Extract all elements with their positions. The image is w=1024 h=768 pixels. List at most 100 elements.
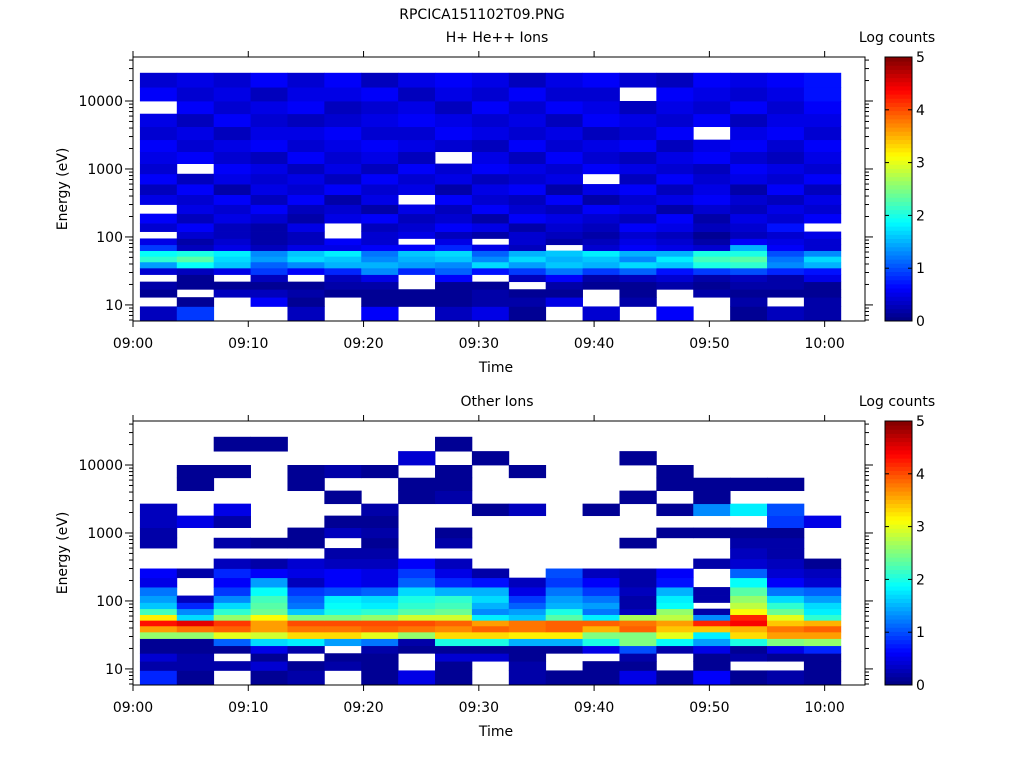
heatmap-cell [213,436,251,452]
heatmap-cell [545,126,583,141]
colorbar: 0 1 2 3 4 5 Log counts [859,30,935,330]
heatmap-cell [730,568,768,579]
heatmap-cell [176,661,215,671]
heatmap-cell [176,173,215,185]
heatmap-cell [767,306,805,322]
heatmap-cell [656,274,694,283]
heatmap-cell [250,587,288,596]
heatmap-cell [324,620,362,627]
heatmap-cell [619,645,657,654]
heatmap-cell [176,101,215,115]
heatmap-cell [471,244,510,251]
heatmap-cell [324,548,362,559]
heatmap-cell [250,289,288,298]
heatmap-cell [767,231,805,239]
heatmap-cell [398,113,436,128]
heatmap-cell [250,267,288,275]
colorbar-swatch [885,619,912,624]
heatmap-cell [361,587,399,596]
heatmap-cell [287,184,325,195]
heatmap-cell [582,614,620,621]
heatmap-cell [213,503,251,517]
colorbar-swatch [885,454,912,459]
heatmap-cell [693,244,731,251]
colorbar-swatch [885,283,912,289]
heatmap-cell [582,139,620,153]
colorbar-swatch [885,458,912,463]
heatmap-cell [213,151,251,164]
colorbar-swatch [885,238,912,244]
heatmap-cell [471,204,510,215]
heatmap-cell [213,87,251,102]
heatmap-cell [250,595,288,603]
heatmap-cell [508,72,547,88]
heatmap-cell [471,451,510,466]
heatmap-cell [213,163,251,175]
heatmap-cell [176,638,215,647]
heatmap-cells [139,72,842,322]
colorbar-swatch [885,586,912,591]
heatmap-cell [287,281,325,290]
heatmap-cell [656,87,694,102]
heatmap-cell [435,267,473,275]
heatmap-cell [287,587,325,596]
heatmap-cell [361,213,399,224]
heatmap-cell [435,587,473,596]
heatmap-cell [471,577,510,588]
heatmap-cell [508,289,547,298]
colorbar-swatch [885,213,912,219]
heatmap-cell [545,587,583,596]
heatmap-cell [730,281,768,290]
heatmap-cell [287,631,325,639]
heatmap-cell [582,638,620,647]
colorbar-tick-label: 3 [916,156,925,172]
heatmap-cell [693,151,731,164]
heatmap-cell [176,267,215,275]
heatmap-cell [619,72,657,88]
heatmap-cell [508,620,547,627]
heatmap-cell [582,595,620,603]
heatmap-cell [656,250,694,257]
heatmap-cell [176,72,215,88]
heatmap-cell [582,306,620,322]
colorbar-swatch [885,449,912,455]
heatmap-cell [435,490,473,505]
colorbar-swatch [885,598,912,603]
heatmap-cell [250,602,288,610]
y-axis-label: Energy (eV) [55,148,71,231]
heatmap-cell [508,267,547,275]
heatmap-cell [730,194,768,205]
heatmap-cell [250,151,288,164]
heatmap-cell [619,184,657,195]
heatmap-cell [398,213,436,224]
heatmap-cell [361,163,399,175]
heatmap-cell [471,139,510,153]
heatmap-cell [582,244,620,251]
heatmap-cell [656,587,694,596]
heatmap-cell [287,139,325,153]
heatmap-cell [324,250,362,257]
heatmap-cell [619,151,657,164]
heatmap-cell [471,184,510,195]
heatmap-cell [730,72,768,88]
heatmap-cell [435,213,473,224]
heatmap-cell [508,213,547,224]
colorbar-swatch [885,288,912,293]
heatmap-cell [176,238,215,246]
colorbar-swatch [885,548,912,554]
heatmap-cell [213,568,251,579]
heatmap-cell [139,126,178,141]
heatmap-cell [435,306,473,322]
heatmap-cell [803,274,842,283]
heatmap-cell [287,204,325,215]
heatmap-cell [398,101,436,115]
heatmap-cell [508,670,547,686]
heatmap-cell [213,289,251,298]
heatmap-cell [213,256,251,263]
heatmap-cell [803,625,842,633]
heatmap-cell [213,537,251,549]
heatmap-cell [693,163,731,175]
heatmap-cell [398,451,436,466]
heatmap-cell [250,113,288,128]
colorbar-swatch [885,647,912,653]
